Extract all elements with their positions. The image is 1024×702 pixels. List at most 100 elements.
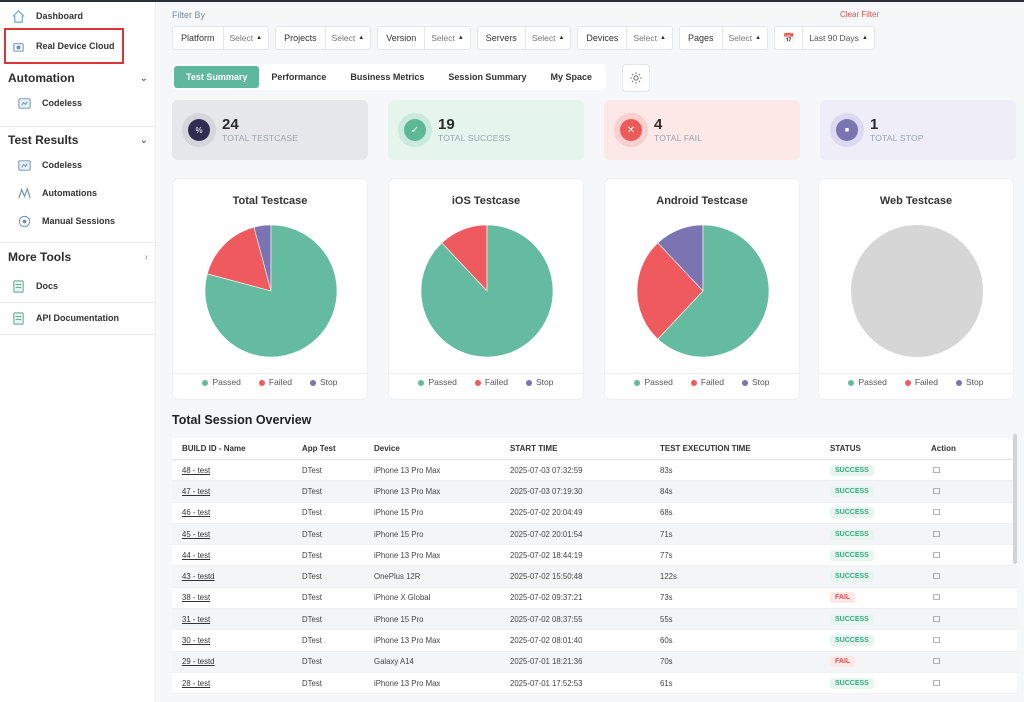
tab-performance[interactable]: Performance bbox=[271, 72, 327, 82]
bookmark-icon[interactable]: ☐ bbox=[933, 636, 941, 646]
filter-select[interactable]: Select ▲ bbox=[431, 33, 464, 43]
build-link[interactable]: 29 - testd bbox=[182, 657, 215, 667]
chart-title: Total Testcase bbox=[232, 195, 308, 207]
filter-devices[interactable]: Devices Select ▲ bbox=[577, 26, 673, 50]
pie-slice-passed[interactable] bbox=[657, 224, 770, 358]
build-link[interactable]: 31 - test bbox=[182, 614, 211, 624]
filter-select[interactable]: Select ▲ bbox=[531, 33, 565, 43]
build-id-cell: 47 - test bbox=[172, 487, 302, 496]
col-header[interactable]: STATUS bbox=[830, 444, 861, 453]
pie-slice-failed[interactable] bbox=[636, 242, 704, 340]
app-test-cell: DTest bbox=[302, 657, 322, 667]
sort-arrows-icon: ▲ bbox=[558, 35, 565, 41]
sidebar-item-automations[interactable]: Automations bbox=[16, 181, 97, 205]
filter-select[interactable]: Select ▲ bbox=[229, 33, 263, 43]
bookmark-icon[interactable]: ☐ bbox=[933, 465, 941, 475]
table-row[interactable]: 38 - test DTest iPhone X Global 2025-07-02 … bbox=[172, 588, 1017, 610]
filter-select[interactable]: Select ▲ bbox=[728, 33, 762, 43]
table-row[interactable]: 46 - test DTest iPhone 15 Pro 2025-07-02 20… bbox=[172, 503, 1017, 524]
app-test-cell: DTest bbox=[302, 529, 322, 539]
date-select[interactable]: Last 90 Days ▲ bbox=[809, 33, 868, 43]
start-time-cell: 2025-07-02 08:01:40 bbox=[510, 636, 583, 646]
bookmark-icon[interactable]: ☐ bbox=[933, 508, 941, 518]
build-link[interactable]: 47 - test bbox=[182, 486, 211, 496]
table-row[interactable]: 47 - test DTest iPhone 13 Pro Max 2025-07-0… bbox=[172, 481, 1017, 503]
table-header: BUILD ID - Name App Test Device START TI… bbox=[172, 438, 1017, 460]
filter-select[interactable]: Select ▲ bbox=[331, 33, 365, 43]
settings-button[interactable] bbox=[622, 64, 650, 92]
bookmark-icon[interactable]: ☐ bbox=[933, 572, 941, 582]
manual-sessions-icon bbox=[16, 213, 32, 229]
table-row[interactable]: 48 - test DTest iPhone 13 Pro Max 2025-07-0… bbox=[172, 460, 1017, 482]
tab-my-space[interactable]: My Space bbox=[550, 72, 592, 82]
col-header[interactable]: BUILD ID - Name bbox=[182, 444, 246, 453]
status-cell: SUCCESS bbox=[830, 613, 931, 625]
col-header[interactable]: TEST EXECUTION TIME bbox=[660, 444, 751, 453]
execution-time-cell: 73s bbox=[660, 593, 673, 603]
filter-date-range[interactable]: 📅 Last 90 Days ▲ bbox=[774, 26, 875, 50]
table-row[interactable]: 28 - test DTest iPhone 13 Pro Max 2025-07-0… bbox=[172, 673, 1017, 695]
stop-icon: ■ bbox=[836, 119, 858, 141]
sidebar-item-real-device-cloud[interactable]: Real Device Cloud bbox=[10, 34, 115, 58]
sidebar-item-dashboard[interactable]: Dashboard bbox=[10, 4, 83, 28]
filter-pages[interactable]: Pages Select ▲ bbox=[678, 26, 769, 50]
sidebar-section-automation[interactable]: Automation ⌄ bbox=[0, 66, 156, 90]
build-link[interactable]: 38 - test bbox=[182, 593, 211, 603]
sidebar-section-test-results[interactable]: Test Results ⌄ bbox=[0, 128, 156, 152]
pie-slice-passed[interactable] bbox=[204, 224, 338, 358]
filter-select[interactable]: Select ▲ bbox=[633, 33, 666, 43]
tab-test-summary[interactable]: Test Summary bbox=[174, 66, 260, 88]
filter-platform[interactable]: Platform Select ▲ bbox=[172, 26, 270, 50]
table-row[interactable]: 29 - testd DTest Galaxy A14 2025-07-01 18:2… bbox=[172, 651, 1017, 673]
bookmark-icon[interactable]: ☐ bbox=[933, 529, 941, 539]
table-row[interactable]: 43 - testd DTest OnePlus 12R 2025-07-02 15:… bbox=[172, 566, 1017, 588]
pie-slice-failed[interactable] bbox=[206, 226, 272, 292]
col-header[interactable]: App Test bbox=[302, 444, 336, 453]
table-row[interactable]: 45 - test DTest iPhone 15 Pro 2025-07-02 20… bbox=[172, 523, 1017, 546]
bookmark-icon[interactable]: ☐ bbox=[933, 593, 941, 603]
status-badge: FAIL bbox=[830, 656, 856, 668]
sidebar-item-api-documentation[interactable]: API Documentation bbox=[10, 306, 119, 330]
bookmark-icon[interactable]: ☐ bbox=[933, 550, 941, 560]
build-id-cell: 31 - test bbox=[172, 615, 302, 624]
stat-value: 19 bbox=[438, 116, 455, 133]
testcase-icon: % bbox=[188, 119, 210, 141]
col-header[interactable]: START TIME bbox=[510, 444, 558, 453]
build-link[interactable]: 44 - test bbox=[182, 550, 211, 560]
sidebar-section-more-tools[interactable]: More Tools › bbox=[0, 245, 156, 269]
build-link[interactable]: 28 - test bbox=[182, 678, 211, 688]
divider bbox=[0, 242, 156, 243]
table-row[interactable]: 30 - test DTest iPhone 13 Pro Max 2025-07-0… bbox=[172, 630, 1017, 652]
table-row[interactable]: 44 - test DTest iPhone 13 Pro Max 2025-07-0… bbox=[172, 545, 1017, 567]
sidebar-item-manual-sessions[interactable]: Manual Sessions bbox=[16, 209, 115, 233]
build-link[interactable]: 43 - testd bbox=[182, 572, 215, 582]
start-time-cell: 2025-07-03 07:32:59 bbox=[510, 465, 583, 475]
sidebar-item-docs[interactable]: Docs bbox=[10, 274, 58, 298]
build-link[interactable]: 30 - test bbox=[182, 636, 211, 646]
device-cell: iPhone 15 Pro bbox=[374, 508, 424, 518]
table-row[interactable]: 31 - test DTest iPhone 15 Pro 2025-07-02 08… bbox=[172, 609, 1017, 631]
bookmark-icon[interactable]: ☐ bbox=[933, 657, 941, 667]
build-link[interactable]: 45 - test bbox=[182, 529, 211, 539]
scrollbar[interactable] bbox=[1013, 434, 1017, 564]
status-badge: SUCCESS bbox=[830, 549, 874, 561]
bookmark-icon[interactable]: ☐ bbox=[933, 486, 941, 496]
filter-servers[interactable]: Servers Select ▲ bbox=[476, 26, 572, 50]
clear-filter-link[interactable]: Clear Filter bbox=[840, 10, 880, 19]
col-header[interactable]: Device bbox=[374, 444, 400, 453]
pie-slice-passed[interactable] bbox=[420, 224, 554, 358]
device-cell: iPhone X Global bbox=[374, 593, 431, 603]
status-cell: SUCCESS bbox=[830, 571, 931, 583]
sidebar-item-codeless[interactable]: Codeless bbox=[16, 91, 82, 115]
tab-session-summary[interactable]: Session Summary bbox=[448, 72, 527, 82]
tab-business-metrics[interactable]: Business Metrics bbox=[350, 72, 425, 82]
execution-time-cell: 70s bbox=[660, 657, 673, 667]
sidebar-item-results-codeless[interactable]: Codeless bbox=[16, 153, 82, 177]
filter-projects[interactable]: Projects Select ▲ bbox=[275, 26, 372, 50]
build-link[interactable]: 46 - test bbox=[182, 508, 211, 518]
build-link[interactable]: 48 - test bbox=[182, 465, 211, 475]
bookmark-icon[interactable]: ☐ bbox=[933, 614, 941, 624]
app-test-cell: DTest bbox=[302, 486, 322, 496]
bookmark-icon[interactable]: ☐ bbox=[933, 678, 941, 688]
filter-version[interactable]: Version Select ▲ bbox=[377, 26, 471, 50]
